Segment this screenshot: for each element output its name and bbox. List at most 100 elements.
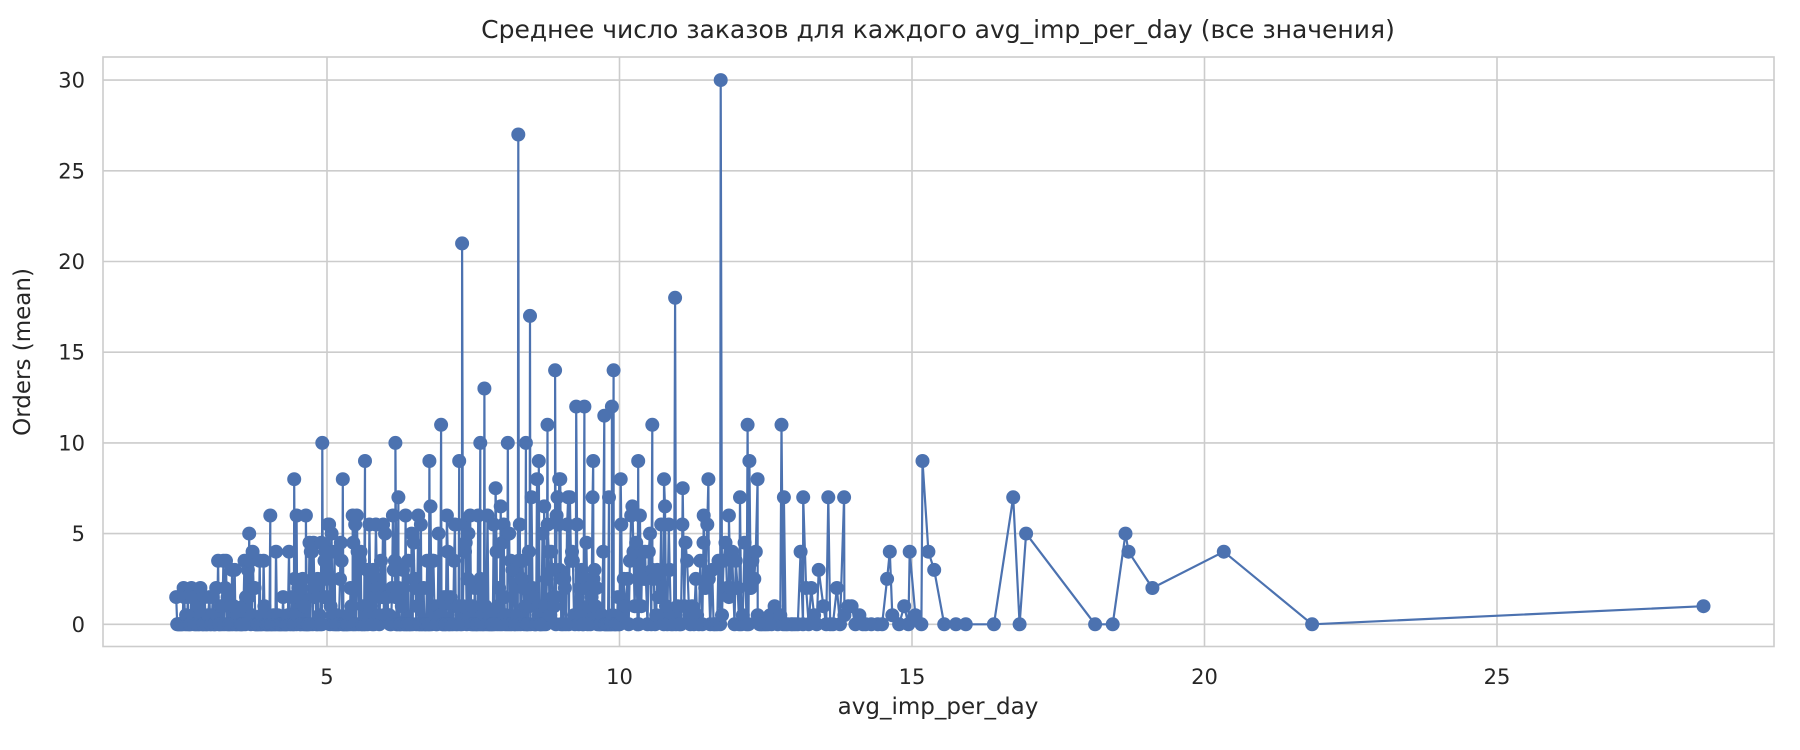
y-tick-label: 0 — [72, 613, 85, 637]
data-point-marker — [493, 499, 508, 514]
y-tick-label: 20 — [58, 250, 85, 274]
data-point-marker — [315, 435, 330, 450]
data-point-marker — [668, 290, 683, 305]
data-point-marker — [353, 544, 368, 559]
data-point-marker — [518, 435, 533, 450]
data-point-marker — [650, 562, 665, 577]
data-point-marker — [242, 526, 257, 541]
data-point-marker — [579, 535, 594, 550]
data-point-marker — [659, 599, 673, 614]
data-point-marker — [434, 417, 449, 432]
x-tick-label: 5 — [320, 665, 333, 689]
data-point-marker — [335, 472, 350, 487]
data-point-marker — [742, 454, 757, 468]
data-point-marker — [497, 590, 512, 605]
data-point-marker — [680, 553, 695, 568]
data-point-marker — [333, 571, 347, 586]
data-point-marker — [804, 581, 819, 595]
data-point-marker — [298, 508, 313, 523]
data-point-marker — [902, 544, 917, 559]
data-point-marker — [500, 435, 515, 450]
data-point-marker — [661, 517, 676, 532]
data-point-marker — [512, 517, 527, 532]
data-point-marker — [295, 571, 310, 586]
data-point-marker — [740, 417, 755, 432]
data-point-marker — [461, 526, 476, 541]
data-point-marker — [631, 454, 646, 468]
data-point-marker — [391, 581, 406, 595]
data-point-marker — [837, 490, 852, 505]
data-point-marker — [1305, 617, 1320, 632]
data-point-marker — [560, 517, 575, 532]
x-axis-label: avg_imp_per_day — [838, 694, 1039, 720]
y-tick-label: 30 — [58, 69, 85, 93]
data-point-marker — [378, 526, 392, 541]
data-point-marker — [562, 490, 577, 505]
plot-area: 5 10 15 20 25 0 5 10 15 20 25 30 — [58, 56, 1775, 689]
data-point-marker — [829, 581, 844, 595]
data-point-marker — [641, 544, 656, 559]
data-point-marker — [774, 417, 789, 432]
data-point-marker — [897, 599, 912, 614]
data-point-marker — [730, 581, 745, 595]
data-point-marker — [696, 535, 711, 550]
data-point-marker — [986, 617, 1001, 632]
data-point-marker — [553, 472, 568, 487]
data-point-marker — [465, 599, 480, 614]
data-point-marker — [1118, 526, 1133, 541]
data-point-marker — [540, 417, 555, 432]
data-point-marker — [548, 363, 563, 378]
data-point-marker — [406, 535, 421, 550]
data-point-marker — [488, 481, 503, 496]
plot-border — [102, 56, 1775, 648]
data-point-marker — [1216, 544, 1231, 559]
data-point-marker — [715, 608, 729, 623]
data-point-marker — [620, 571, 635, 586]
data-point-marker — [531, 454, 546, 468]
x-tick-label: 20 — [1191, 665, 1218, 689]
data-point-marker — [880, 571, 895, 586]
data-point-marker — [297, 599, 312, 614]
data-point-marker — [604, 399, 619, 414]
data-point-marker — [613, 472, 628, 487]
data-point-marker — [455, 236, 470, 251]
data-point-marker — [1012, 617, 1027, 632]
data-point-marker — [398, 508, 413, 523]
data-point-marker — [606, 363, 621, 378]
data-point-marker — [658, 499, 672, 514]
data-point-marker — [416, 581, 431, 595]
data-point-marker — [662, 562, 677, 577]
data-point-marker — [557, 581, 572, 595]
y-axis-label: Orders (mean) — [10, 268, 36, 436]
data-point-marker — [343, 581, 358, 595]
data-point-marker — [426, 553, 441, 568]
data-point-marker — [486, 517, 501, 532]
data-point-marker — [948, 617, 963, 632]
data-point-marker — [634, 599, 649, 614]
data-point-marker — [358, 454, 372, 468]
data-point-marker — [816, 599, 831, 614]
data-point-marker — [1105, 617, 1120, 632]
data-point-marker — [423, 499, 438, 514]
data-point-marker — [585, 490, 600, 505]
data-point-marker — [675, 517, 690, 532]
data-point-marker — [387, 553, 402, 568]
data-point-marker — [422, 454, 437, 468]
data-point-marker — [821, 490, 836, 505]
data-point-marker — [413, 517, 428, 532]
data-point-marker — [796, 490, 811, 505]
data-point-marker — [349, 508, 364, 523]
y-tick-label: 5 — [72, 522, 85, 546]
data-point-marker — [927, 562, 942, 577]
data-point-marker — [596, 544, 611, 559]
data-point-marker — [675, 481, 690, 496]
data-point-marker — [958, 617, 973, 632]
data-point-marker — [431, 526, 446, 541]
data-point-marker — [524, 490, 539, 505]
data-point-marker — [1145, 581, 1160, 595]
data-point-marker — [374, 553, 388, 568]
data-point-marker — [391, 490, 406, 505]
data-point-marker — [334, 553, 349, 568]
data-point-marker — [614, 517, 629, 532]
